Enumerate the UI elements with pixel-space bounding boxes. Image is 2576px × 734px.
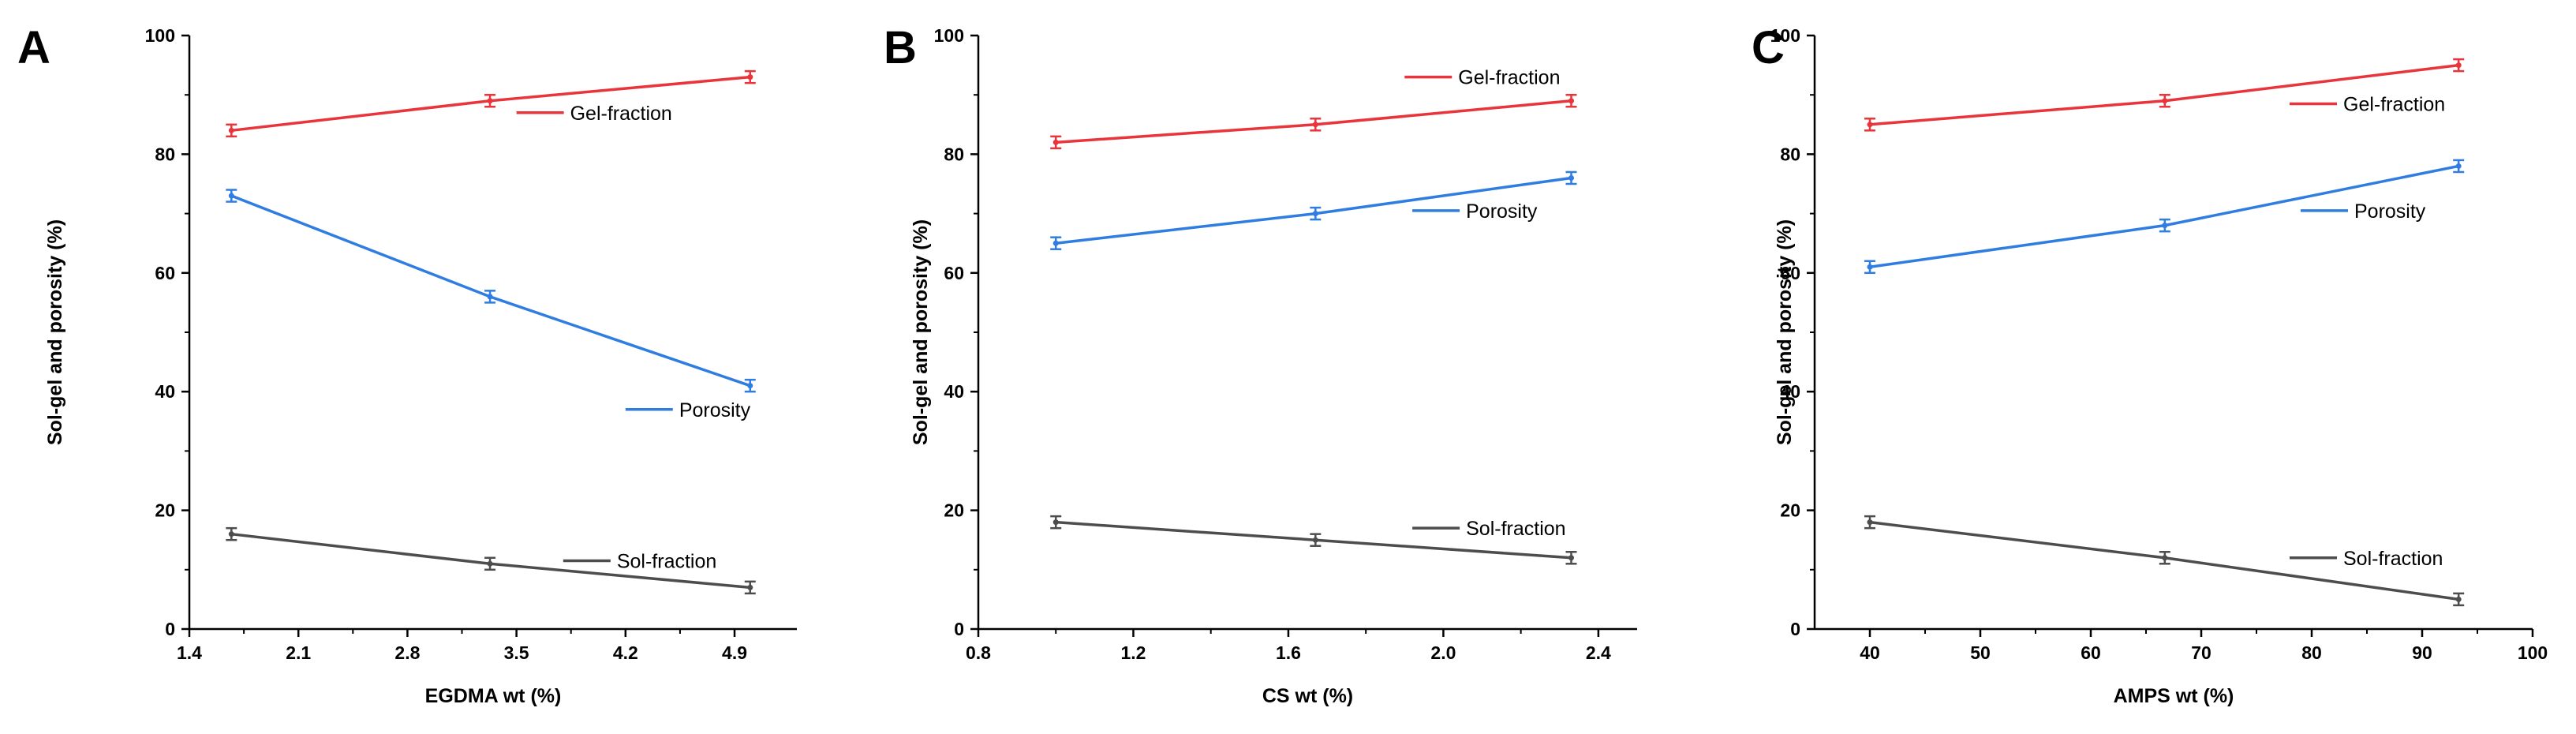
data-point [1052,240,1059,246]
y-tick-label: 0 [1790,619,1800,639]
x-tick-label: 1.2 [1120,642,1146,663]
series-porosity: Porosity [226,189,756,421]
data-point [1312,122,1318,128]
chart-panel-a: A 0 20 40 60 80 100 1.4 2.1 2.8 3.5 4.2 4.9 EGDMA wt … [17,22,797,707]
data-point [487,560,493,567]
x-axis-title: CS wt (%) [1262,685,1353,707]
legend-label-sol-fraction: Sol-fraction [2343,548,2443,570]
series-porosity: Porosity [1050,170,1577,250]
x-tick-label: 60 [2081,642,2101,663]
y-tick-label: 60 [944,263,964,283]
data-point [1568,174,1574,181]
x-tick-label: 0.8 [966,642,991,663]
data-point [228,193,234,199]
y-tick-label: 0 [954,619,964,639]
x-tick-label: 90 [2412,642,2432,663]
y-tick-label: 20 [155,500,175,521]
series-gel-fraction: Gel-fraction [226,69,756,138]
series-sol-fraction: Sol-fraction [1864,515,2465,607]
x-tick-label: 2.8 [394,642,420,663]
data-point [1312,537,1318,543]
series-gel-fraction: Gel-fraction [1050,67,1577,150]
y-tick-label: 0 [165,619,175,639]
data-point [228,127,234,133]
data-point [1312,211,1318,217]
data-point [1867,122,1873,128]
x-tick-label: 2.4 [1586,642,1611,663]
series-sol-fraction: Sol-fraction [1050,515,1577,565]
data-point [1568,555,1574,561]
x-tick-label: 4.2 [613,642,638,663]
y-tick-label: 100 [1770,25,1800,46]
data-point [2162,223,2168,229]
x-tick-label: 80 [2301,642,2322,663]
data-point [2455,62,2462,69]
y-tick-label: 60 [1780,263,1800,283]
legend-label-gel-fraction: Gel-fraction [570,103,672,125]
series-line-gel-fraction [1056,99,1572,144]
x-tick-label: 50 [1970,642,1991,663]
legend-label-sol-fraction: Sol-fraction [617,551,716,573]
series-gel-fraction: Gel-fraction [1864,58,2465,132]
data-point [1052,519,1059,526]
legend-label-sol-fraction: Sol-fraction [1466,518,1565,540]
y-axis-title: Sol-gel and porosity (%) [910,219,932,445]
x-tick-label: 70 [2191,642,2211,663]
data-point [747,74,753,81]
x-tick-label: 40 [1860,642,1880,663]
x-tick-label: 100 [2518,642,2548,663]
data-point [1568,98,1574,104]
panel-letter: A [17,22,50,73]
y-tick-label: 100 [934,25,964,46]
legend-label-porosity: Porosity [1466,200,1538,223]
data-point [747,383,753,389]
data-point [2455,596,2462,602]
data-point [1052,139,1059,145]
x-tick-label: 3.5 [504,642,529,663]
data-point [747,584,753,590]
y-tick-label: 80 [155,144,175,164]
y-axis-title: Sol-gel and porosity (%) [1774,219,1796,445]
x-axis-title: AMPS wt (%) [2114,685,2234,707]
y-tick-label: 40 [1780,381,1800,402]
data-point [2162,98,2168,104]
legend-label-porosity: Porosity [679,399,751,421]
chart-panel-c: C 0 20 40 60 80 100 40 50 60 70 80 90 100 AMPS wt (%) S… [1752,22,2548,707]
legend-label-porosity: Porosity [2354,200,2426,223]
data-point [1867,519,1873,526]
data-point [487,294,493,300]
legend-label-gel-fraction: Gel-fraction [2343,93,2445,115]
y-tick-label: 40 [944,381,964,402]
y-tick-label: 100 [145,25,175,46]
data-point [2162,555,2168,561]
legend-label-gel-fraction: Gel-fraction [1458,67,1560,89]
y-tick-label: 80 [944,144,964,164]
x-tick-label: 2.0 [1430,642,1456,663]
x-axis-title: EGDMA wt (%) [425,685,562,707]
data-point [228,531,234,537]
chart-panel-b: B 0 20 40 60 80 100 0.8 1.2 1.6 2.0 2.4 CS wt (%) Sol… [884,22,1637,707]
series-sol-fraction: Sol-fraction [226,526,756,595]
panel-letter: B [884,22,917,73]
y-tick-label: 20 [1780,500,1800,521]
y-tick-label: 60 [155,263,175,283]
x-tick-label: 2.1 [286,642,311,663]
series-porosity: Porosity [1864,159,2465,275]
data-point [2455,163,2462,169]
y-tick-label: 40 [155,381,175,402]
y-tick-label: 80 [1780,144,1800,164]
y-axis-title: Sol-gel and porosity (%) [44,219,66,445]
panel-letter: C [1752,22,1785,73]
data-point [1867,264,1873,270]
x-tick-label: 1.6 [1276,642,1301,663]
x-tick-label: 1.4 [177,642,202,663]
y-tick-label: 20 [944,500,964,521]
x-tick-label: 4.9 [722,642,747,663]
data-point [487,98,493,104]
